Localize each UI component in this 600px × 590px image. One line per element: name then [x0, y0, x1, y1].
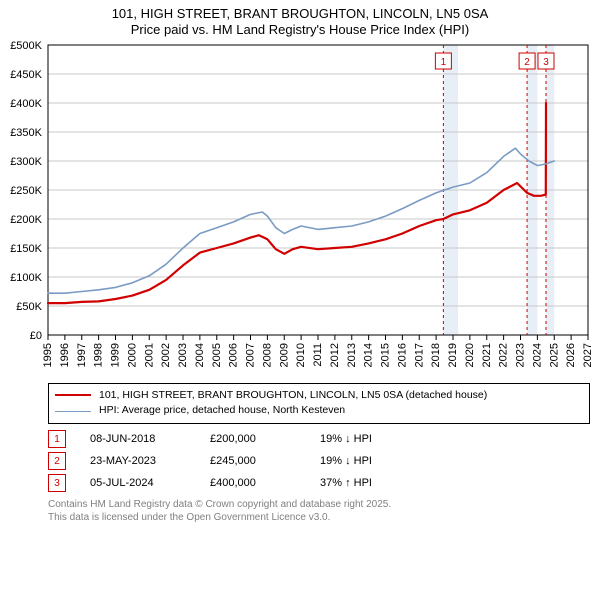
sale-price: £200,000	[210, 433, 320, 445]
svg-text:1995: 1995	[42, 343, 54, 367]
svg-text:2022: 2022	[498, 343, 510, 367]
svg-text:2014: 2014	[363, 343, 375, 367]
sale-badge: 2	[48, 452, 66, 470]
svg-text:£350K: £350K	[10, 127, 42, 139]
svg-text:2019: 2019	[447, 343, 459, 367]
legend: 101, HIGH STREET, BRANT BROUGHTON, LINCO…	[48, 383, 590, 425]
legend-item: 101, HIGH STREET, BRANT BROUGHTON, LINCO…	[55, 388, 583, 404]
footer-line-2: This data is licensed under the Open Gov…	[48, 511, 590, 524]
sale-row: 1 08-JUN-2018£200,00019% ↓ HPI	[48, 428, 590, 450]
svg-text:£0: £0	[30, 330, 42, 342]
svg-text:2013: 2013	[346, 343, 358, 367]
svg-text:3: 3	[543, 57, 549, 68]
sale-price: £245,000	[210, 455, 320, 467]
sale-badge: 1	[48, 430, 66, 448]
svg-text:2: 2	[524, 57, 530, 68]
svg-text:2008: 2008	[261, 343, 273, 367]
svg-text:£450K: £450K	[10, 69, 42, 81]
sale-badge: 3	[48, 474, 66, 492]
plot-svg: £0£50K£100K£150K£200K£250K£300K£350K£400…	[48, 45, 590, 375]
svg-text:2024: 2024	[531, 343, 543, 367]
footer-line-1: Contains HM Land Registry data © Crown c…	[48, 498, 590, 511]
legend-item: HPI: Average price, detached house, Nort…	[55, 403, 583, 419]
svg-text:2002: 2002	[160, 343, 172, 367]
sale-date: 08-JUN-2018	[90, 433, 210, 445]
legend-label: 101, HIGH STREET, BRANT BROUGHTON, LINCO…	[99, 388, 487, 404]
chart-container: 101, HIGH STREET, BRANT BROUGHTON, LINCO…	[0, 0, 600, 524]
svg-text:£150K: £150K	[10, 243, 42, 255]
plot-area: £0£50K£100K£150K£200K£250K£300K£350K£400…	[48, 45, 590, 375]
svg-text:£100K: £100K	[10, 272, 42, 284]
svg-text:2009: 2009	[278, 343, 290, 367]
svg-text:1999: 1999	[110, 343, 122, 367]
svg-text:£250K: £250K	[10, 185, 42, 197]
svg-text:2000: 2000	[126, 343, 138, 367]
svg-text:2020: 2020	[464, 343, 476, 367]
svg-text:2027: 2027	[582, 343, 594, 367]
svg-text:£500K: £500K	[10, 40, 42, 52]
svg-text:1: 1	[441, 57, 447, 68]
svg-text:2021: 2021	[481, 343, 493, 367]
svg-text:£50K: £50K	[16, 301, 42, 313]
title-line-2: Price paid vs. HM Land Registry's House …	[0, 22, 600, 38]
svg-text:2005: 2005	[211, 343, 223, 367]
svg-text:£200K: £200K	[10, 214, 42, 226]
sale-pct: 37% ↑ HPI	[320, 477, 410, 489]
svg-text:2026: 2026	[565, 343, 577, 367]
svg-text:1998: 1998	[93, 343, 105, 367]
sale-pct: 19% ↓ HPI	[320, 433, 410, 445]
legend-swatch	[55, 411, 91, 412]
svg-text:2003: 2003	[177, 343, 189, 367]
svg-text:£400K: £400K	[10, 98, 42, 110]
sale-row: 2 23-MAY-2023£245,00019% ↓ HPI	[48, 450, 590, 472]
legend-label: HPI: Average price, detached house, Nort…	[99, 403, 345, 419]
footer: Contains HM Land Registry data © Crown c…	[48, 498, 590, 524]
svg-text:1997: 1997	[76, 343, 88, 367]
legend-swatch	[55, 394, 91, 396]
sale-row: 3 05-JUL-2024£400,00037% ↑ HPI	[48, 472, 590, 494]
title-line-1: 101, HIGH STREET, BRANT BROUGHTON, LINCO…	[0, 6, 600, 22]
svg-text:2023: 2023	[515, 343, 527, 367]
svg-text:2007: 2007	[245, 343, 257, 367]
sale-price: £400,000	[210, 477, 320, 489]
svg-text:2012: 2012	[329, 343, 341, 367]
chart-title: 101, HIGH STREET, BRANT BROUGHTON, LINCO…	[0, 0, 600, 39]
sale-pct: 19% ↓ HPI	[320, 455, 410, 467]
sale-date: 05-JUL-2024	[90, 477, 210, 489]
svg-text:2006: 2006	[228, 343, 240, 367]
sale-date: 23-MAY-2023	[90, 455, 210, 467]
svg-text:£300K: £300K	[10, 156, 42, 168]
svg-text:2015: 2015	[380, 343, 392, 367]
svg-text:2011: 2011	[312, 343, 324, 367]
svg-text:2025: 2025	[548, 343, 560, 367]
svg-text:2004: 2004	[194, 343, 206, 367]
svg-text:1996: 1996	[59, 343, 71, 367]
svg-text:2018: 2018	[430, 343, 442, 367]
svg-text:2016: 2016	[396, 343, 408, 367]
svg-text:2017: 2017	[413, 343, 425, 367]
sales-table: 1 08-JUN-2018£200,00019% ↓ HPI 2 23-MAY-202…	[48, 428, 590, 494]
svg-text:2001: 2001	[143, 343, 155, 367]
svg-text:2010: 2010	[295, 343, 307, 367]
